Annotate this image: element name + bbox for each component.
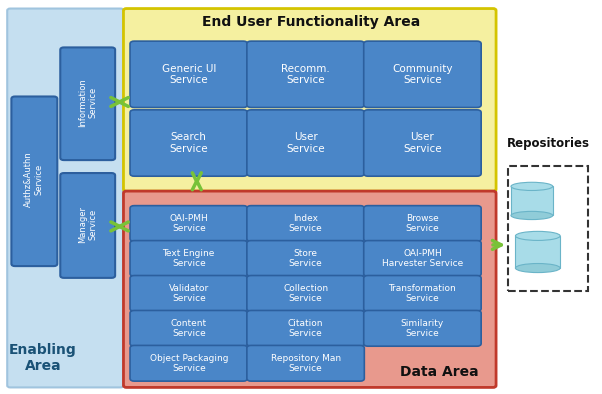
Text: OAI-PMH
Service: OAI-PMH Service — [169, 214, 208, 233]
Text: Community
Service: Community Service — [392, 63, 453, 85]
FancyBboxPatch shape — [7, 9, 123, 387]
Text: Index
Service: Index Service — [289, 214, 323, 233]
Text: Authz&Authn
Service: Authz&Authn Service — [24, 151, 44, 207]
Ellipse shape — [515, 231, 560, 240]
FancyBboxPatch shape — [364, 241, 481, 276]
Text: Browse
Service: Browse Service — [406, 214, 439, 233]
Ellipse shape — [511, 182, 553, 190]
FancyBboxPatch shape — [247, 346, 364, 381]
Text: End User Functionality Area: End User Functionality Area — [202, 15, 420, 29]
FancyBboxPatch shape — [247, 241, 364, 276]
Text: Content
Service: Content Service — [171, 319, 207, 338]
FancyBboxPatch shape — [247, 41, 364, 108]
Text: Search
Service: Search Service — [169, 132, 208, 154]
FancyBboxPatch shape — [247, 110, 364, 176]
FancyBboxPatch shape — [123, 9, 496, 191]
FancyBboxPatch shape — [247, 275, 364, 311]
FancyBboxPatch shape — [11, 97, 57, 266]
FancyBboxPatch shape — [130, 41, 247, 108]
Text: Recomm.
Service: Recomm. Service — [281, 63, 330, 85]
Text: Enabling
Area: Enabling Area — [9, 343, 77, 373]
Text: Citation
Service: Citation Service — [288, 319, 323, 338]
FancyBboxPatch shape — [130, 110, 247, 176]
FancyBboxPatch shape — [130, 310, 247, 346]
FancyBboxPatch shape — [247, 206, 364, 242]
Bar — [515, 236, 560, 268]
Ellipse shape — [511, 211, 553, 219]
FancyBboxPatch shape — [364, 41, 481, 108]
Text: Repository Man
Service: Repository Man Service — [270, 353, 341, 373]
Text: Similarity
Service: Similarity Service — [401, 319, 444, 338]
FancyBboxPatch shape — [130, 206, 247, 242]
Text: Text Engine
Service: Text Engine Service — [163, 249, 215, 268]
FancyBboxPatch shape — [60, 173, 115, 278]
FancyBboxPatch shape — [364, 206, 481, 242]
Text: Manager
Service: Manager Service — [78, 206, 98, 243]
Text: Collection
Service: Collection Service — [283, 284, 328, 303]
Text: Transformation
Service: Transformation Service — [388, 284, 456, 303]
Bar — [511, 186, 553, 216]
Text: Store
Service: Store Service — [289, 249, 323, 268]
FancyBboxPatch shape — [130, 346, 247, 381]
Text: Information
Service: Information Service — [78, 78, 98, 127]
Text: Data Area: Data Area — [400, 365, 479, 379]
FancyBboxPatch shape — [123, 191, 496, 387]
Text: Generic UI
Service: Generic UI Service — [161, 63, 216, 85]
FancyBboxPatch shape — [130, 241, 247, 276]
Bar — [508, 165, 589, 291]
FancyBboxPatch shape — [364, 110, 481, 176]
FancyBboxPatch shape — [364, 275, 481, 311]
Text: User
Service: User Service — [403, 132, 442, 154]
FancyBboxPatch shape — [130, 275, 247, 311]
FancyBboxPatch shape — [247, 310, 364, 346]
Text: Object Packaging
Service: Object Packaging Service — [149, 353, 228, 373]
Ellipse shape — [515, 264, 560, 273]
FancyBboxPatch shape — [364, 310, 481, 346]
Text: OAI-PMH
Harvester Service: OAI-PMH Harvester Service — [382, 249, 463, 268]
Text: Repositories: Repositories — [507, 138, 590, 151]
Text: User
Service: User Service — [287, 132, 325, 154]
Text: Validator
Service: Validator Service — [169, 284, 209, 303]
FancyBboxPatch shape — [60, 47, 115, 160]
